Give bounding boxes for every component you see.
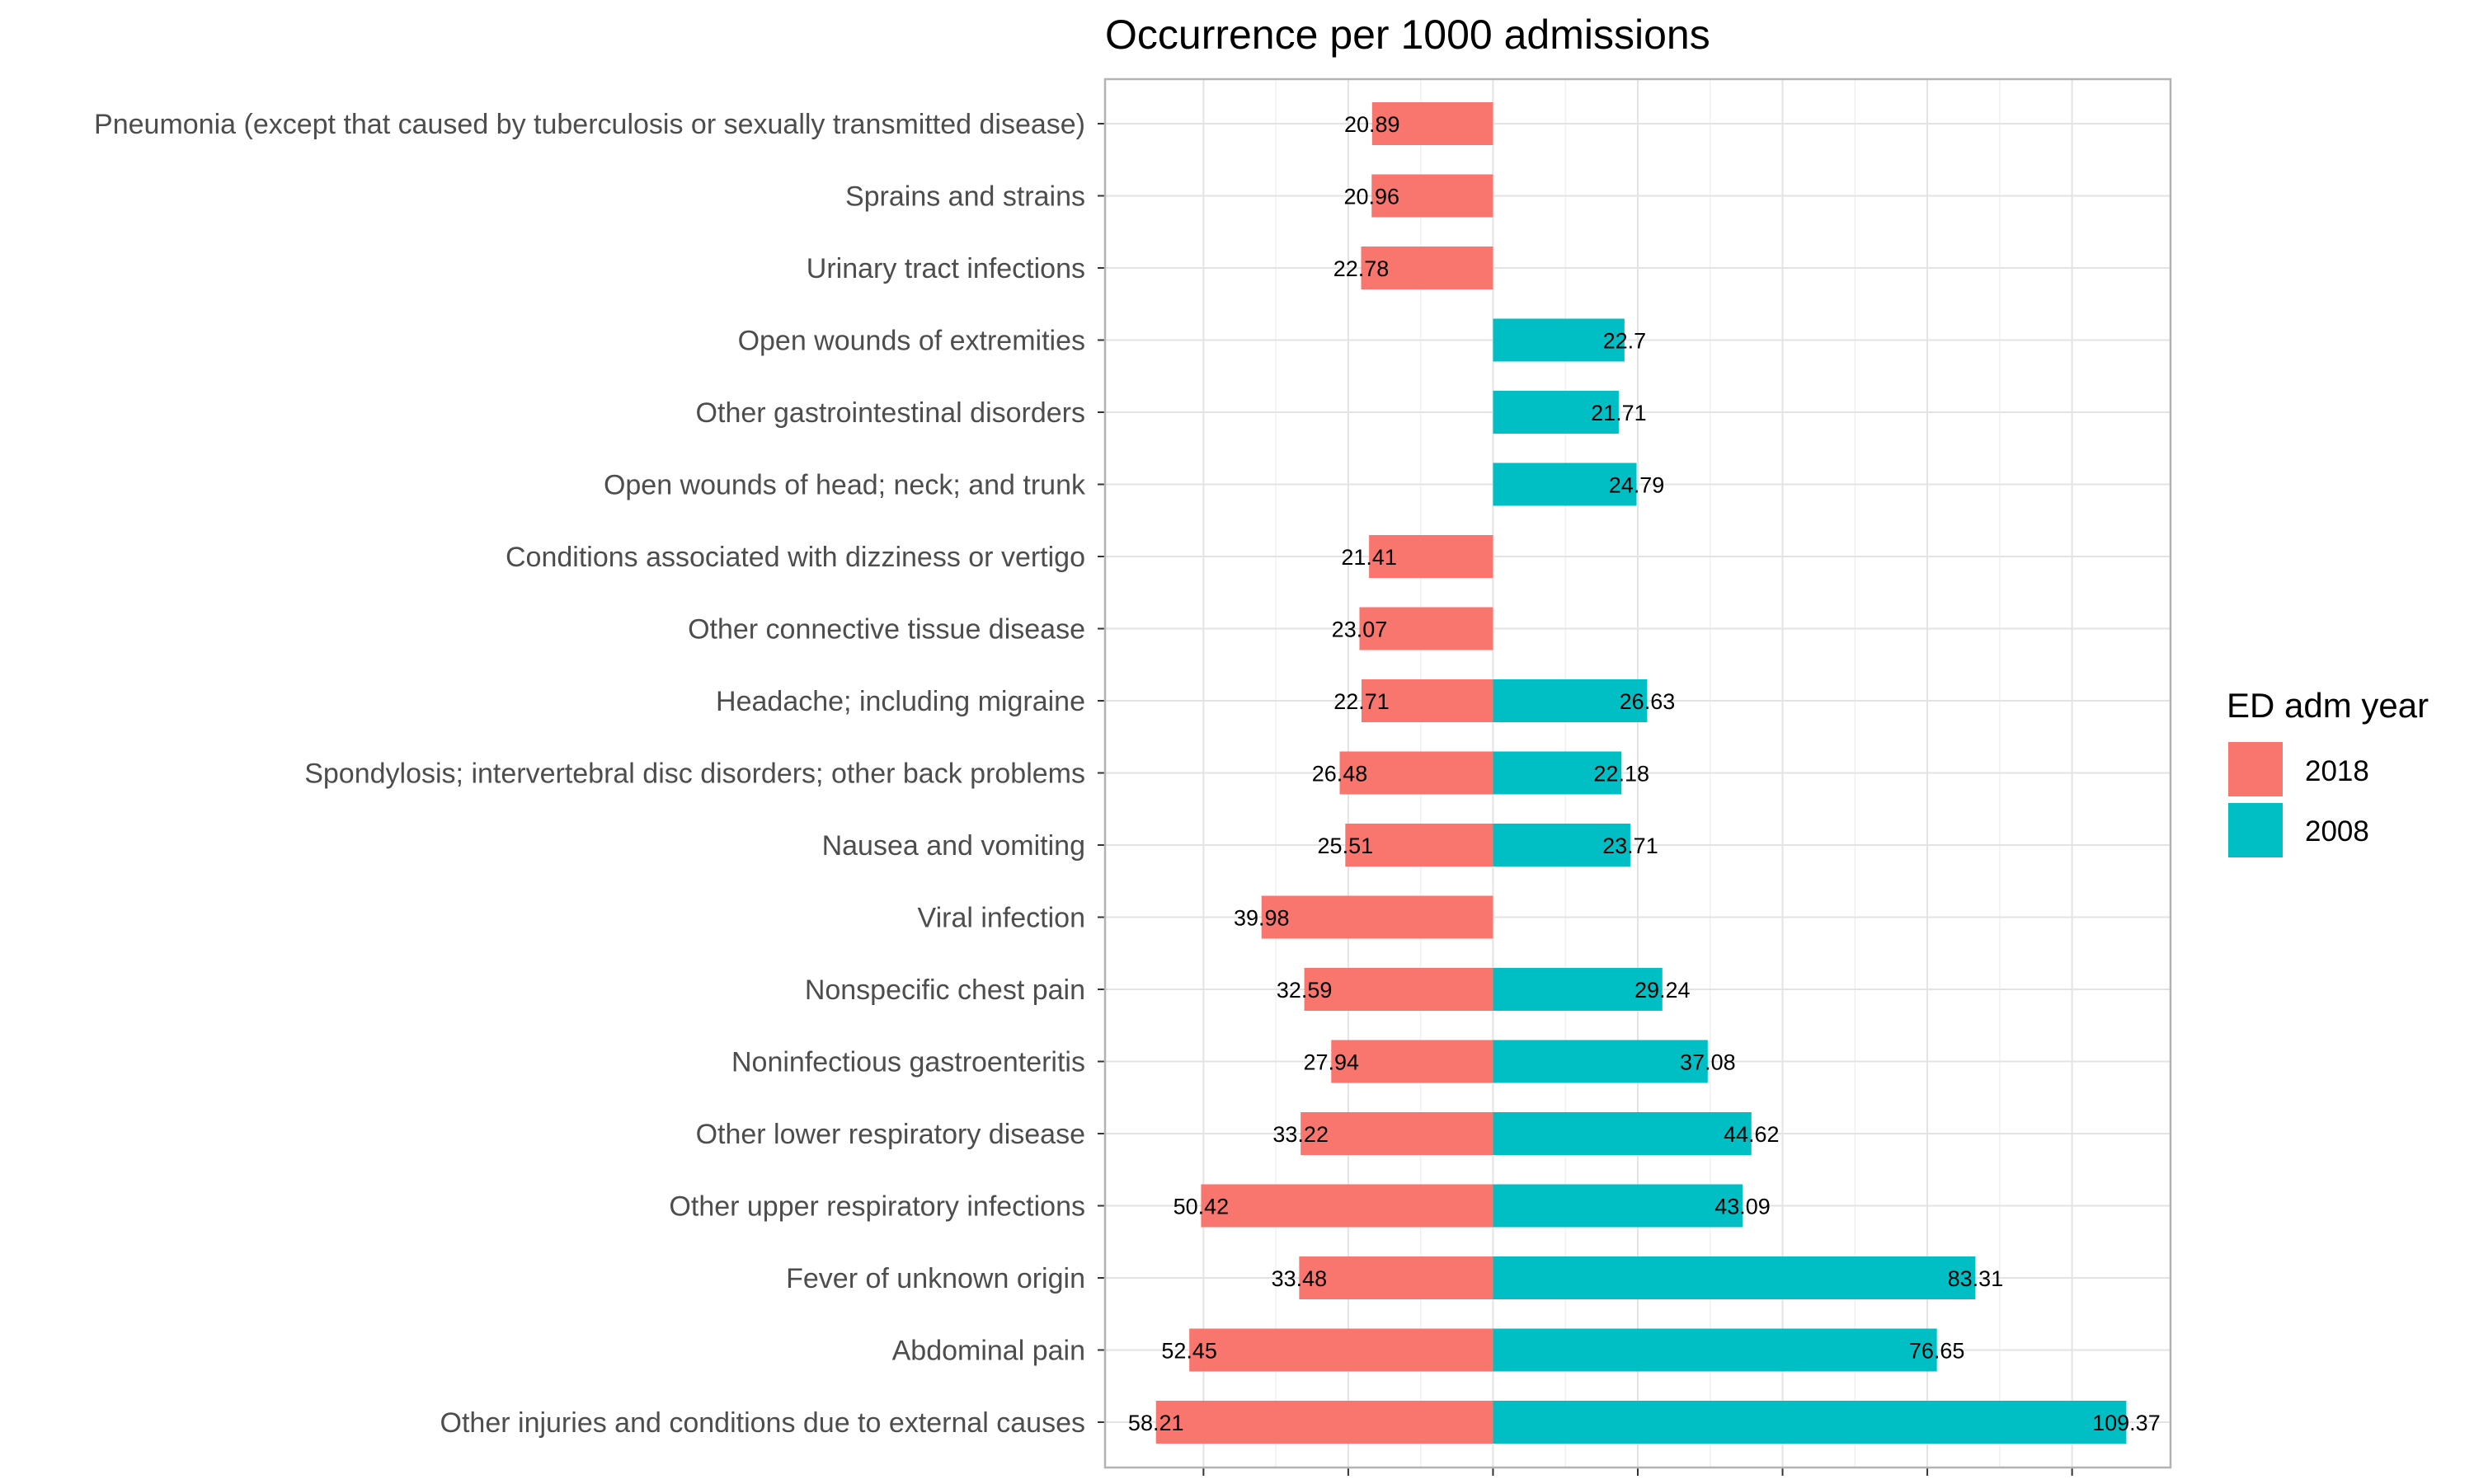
bar-2018-11 — [1345, 824, 1493, 866]
category-label: Other upper respiratory infections — [669, 1191, 1085, 1223]
bar-2008-10 — [1493, 751, 1622, 795]
category-label: Noninfectious gastroenteritis — [731, 1047, 1085, 1078]
bar-2008-16 — [1493, 1184, 1743, 1228]
bar-2008-18 — [1493, 1328, 1937, 1372]
data-label-2008-13: 29.24 — [1634, 978, 1691, 1003]
legend-swatch-2008 — [2228, 803, 2283, 857]
data-label-2008-19: 109.37 — [2092, 1411, 2161, 1435]
bar-2008-9 — [1493, 679, 1648, 722]
data-label-2008-16: 43.09 — [1714, 1195, 1771, 1219]
bar-2008-19 — [1493, 1401, 2127, 1444]
data-label-2018-9: 22.71 — [1333, 689, 1390, 714]
category-label: Pneumonia (except that caused by tubercu… — [94, 109, 1085, 140]
bar-2008-4 — [1493, 318, 1625, 362]
category-label: Nonspecific chest pain — [805, 974, 1085, 1006]
data-label-2018-8: 23.07 — [1332, 618, 1388, 642]
data-label-2018-14: 27.94 — [1303, 1050, 1359, 1075]
data-label-2008-11: 23.71 — [1602, 834, 1658, 858]
plot-border — [1103, 77, 2172, 1469]
data-label-2018-17: 33.48 — [1272, 1266, 1328, 1291]
data-label-2018-1: 20.89 — [1344, 112, 1400, 137]
bar-2018-3 — [1361, 247, 1493, 289]
data-label-2008-17: 83.31 — [1948, 1266, 2004, 1291]
bar-2018-18 — [1189, 1328, 1493, 1372]
bar-2008-14 — [1493, 1040, 1708, 1083]
bar-2018-9 — [1361, 679, 1493, 722]
data-label-2008-14: 37.08 — [1680, 1050, 1736, 1075]
category-label: Conditions associated with dizziness or … — [506, 542, 1085, 573]
legend-title: ED adm year — [2227, 686, 2429, 725]
category-label: Headache; including migraine — [716, 686, 1085, 717]
bar-2008-15 — [1493, 1112, 1752, 1155]
data-label-2008-10: 22.18 — [1593, 762, 1649, 787]
category-label: Urinary tract infections — [807, 253, 1085, 284]
bar-2018-12 — [1261, 895, 1493, 939]
data-label-2018-3: 22.78 — [1333, 256, 1390, 281]
data-label-2008-18: 76.65 — [1909, 1339, 1965, 1364]
data-label-2018-2: 20.96 — [1343, 185, 1399, 209]
data-label-2008-15: 44.62 — [1724, 1122, 1780, 1147]
bar-2008-13 — [1493, 968, 1663, 1011]
legend-swatch-2018 — [2228, 742, 2283, 796]
legend-label-2008: 2008 — [2305, 815, 2369, 848]
data-label-2008-4: 22.7 — [1603, 329, 1647, 354]
bar-2018-7 — [1369, 535, 1493, 578]
category-label: Open wounds of extremities — [738, 326, 1085, 357]
data-label-2008-5: 21.71 — [1591, 401, 1647, 425]
bar-2008-5 — [1493, 391, 1619, 434]
category-label: Fever of unknown origin — [786, 1263, 1085, 1294]
data-label-2018-7: 21.41 — [1341, 545, 1397, 570]
category-label: Other connective tissue disease — [688, 614, 1085, 646]
bar-2018-17 — [1299, 1256, 1493, 1299]
category-label: Viral infection — [918, 903, 1086, 934]
category-label: Abdominal pain — [892, 1336, 1085, 1367]
category-label: Spondylosis; intervertebral disc disorde… — [304, 758, 1085, 790]
bar-2018-19 — [1155, 1401, 1493, 1444]
data-label-2018-18: 52.45 — [1161, 1339, 1217, 1364]
bar-2018-10 — [1339, 751, 1493, 795]
category-label: Other gastrointestinal disorders — [696, 397, 1085, 429]
data-label-2018-16: 50.42 — [1174, 1195, 1230, 1219]
data-label-2018-12: 39.98 — [1234, 906, 1290, 931]
bar-2018-15 — [1300, 1112, 1493, 1155]
legend-label-2018: 2018 — [2305, 755, 2369, 787]
bar-2018-16 — [1201, 1184, 1493, 1228]
bar-2018-14 — [1331, 1040, 1493, 1083]
data-label-2018-19: 58.21 — [1128, 1411, 1184, 1435]
category-label: Sprains and strains — [845, 181, 1085, 213]
category-label: Nausea and vomiting — [822, 830, 1085, 862]
data-label-2018-11: 25.51 — [1318, 834, 1374, 858]
bar-2018-8 — [1359, 607, 1493, 650]
chart-title: Occurrence per 1000 admissions — [1105, 12, 1710, 58]
bar-2008-17 — [1493, 1256, 1976, 1299]
bar-2008-6 — [1493, 463, 1637, 506]
legend: ED adm year 2018 2008 — [2227, 686, 2429, 857]
data-label-2018-13: 32.59 — [1277, 978, 1333, 1003]
bar-2008-11 — [1493, 824, 1630, 866]
bar-2018-1 — [1371, 102, 1493, 145]
data-label-2018-15: 33.22 — [1272, 1122, 1329, 1147]
category-label: Other lower respiratory disease — [696, 1119, 1085, 1150]
plot-area: 20.89 20.96 22.78 21.41 23.07 22.71 26.48 25.51… — [94, 77, 2172, 1476]
category-label: Other injuries and conditions due to ext… — [440, 1407, 1085, 1439]
category-label: Open wounds of head; neck; and trunk — [604, 470, 1086, 501]
bar-2018-2 — [1371, 174, 1493, 218]
data-label-2008-9: 26.63 — [1620, 689, 1676, 714]
bar-2018-13 — [1304, 968, 1493, 1011]
data-label-2018-10: 26.48 — [1312, 762, 1368, 787]
data-label-2008-6: 24.79 — [1609, 473, 1665, 498]
